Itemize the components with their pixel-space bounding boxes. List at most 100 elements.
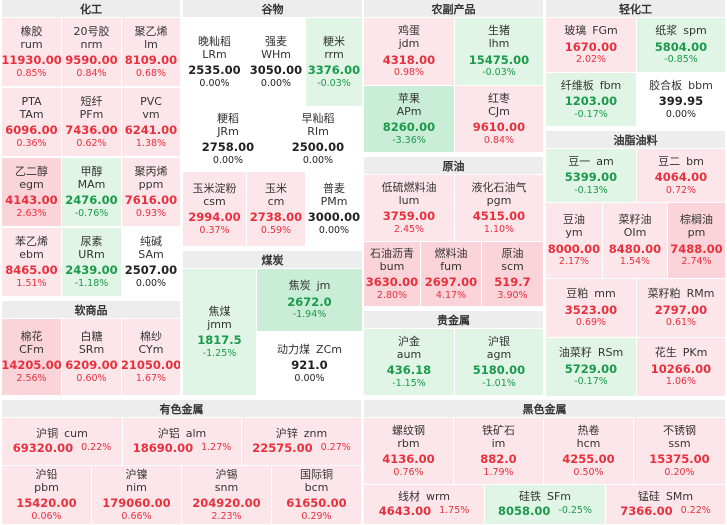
commodity-tile-SMm[interactable]: 锰硅 SMm 7366.00 0.22% xyxy=(606,485,725,524)
commodity-tile-nim[interactable]: 沪镍 nim 179060.00 0.66% xyxy=(92,466,181,524)
commodity-tile-znm[interactable]: 沪锌 znm 22575.00 0.27% xyxy=(242,418,361,465)
commodity-tile-mm[interactable]: 豆粕 mm 3523.00 0.69% xyxy=(546,279,636,337)
panel-oils: 油脂油料 豆一 am 5399.00 -0.13% 豆二 bm 4064.00 0.72% 豆油 y… xyxy=(546,131,725,396)
panel-chem: 化工 橡胶 rum 11930.00 0.85% 20号胶 nrm 9590.00 0.84% 聚… xyxy=(2,0,180,297)
commodity-tile-jm[interactable]: 焦炭 jm 2672.0 -1.94% xyxy=(257,269,362,331)
commodity-name: 胶合板 xyxy=(649,78,683,92)
commodity-tile-CFm[interactable]: 棉花 CFm 14205.00 2.56% xyxy=(2,319,61,395)
price-row: 18690.00 1.27% xyxy=(133,441,232,456)
commodity-tile-rum[interactable]: 橡胶 rum 11930.00 0.85% xyxy=(2,18,61,86)
commodity-tile-PMm[interactable]: 普麦 PMm 3000.00 0.00% xyxy=(306,172,362,246)
commodity-tile-hcm[interactable]: 热卷 hcm 4255.00 0.50% xyxy=(544,418,633,484)
name-code-row: 动力煤 ZCm xyxy=(277,343,342,356)
commodity-tile-SRm[interactable]: 白糖 SRm 6209.00 0.60% xyxy=(62,319,121,395)
change-percent: 2.56% xyxy=(16,372,47,384)
commodity-tile-WHm[interactable]: 强麦 WHm 3050.00 0.00% xyxy=(247,18,305,106)
commodity-code: OIm xyxy=(623,226,647,240)
commodity-tile-pm[interactable]: 棕榈油 pm 7488.00 2.74% xyxy=(668,203,725,278)
commodity-tile-rrm[interactable]: 粳米 rrm 3376.00 -0.03% xyxy=(306,18,362,106)
commodity-tile-RMm[interactable]: 菜籽粕 RMm 2797.00 0.61% xyxy=(637,279,725,337)
commodity-tile-SFm[interactable]: 硅铁 SFm 8058.00 -0.25% xyxy=(485,485,605,524)
commodity-code: im xyxy=(491,436,506,450)
commodity-tile-cm[interactable]: 玉米 cm 2738.00 0.59% xyxy=(247,172,305,246)
commodity-code: CFm xyxy=(19,342,44,356)
commodity-tile-OIm[interactable]: 菜籽油 OIm 8480.00 1.54% xyxy=(603,203,667,278)
commodity-tile-cum[interactable]: 沪铜 cum 69320.00 0.22% xyxy=(2,418,122,465)
commodity-tile-alm[interactable]: 沪铝 alm 18690.00 1.27% xyxy=(123,418,241,465)
commodity-tile-rbm[interactable]: 螺纹钢 rbm 4136.00 0.76% xyxy=(364,418,453,484)
last-price: 4318.00 xyxy=(382,52,436,67)
commodity-tile-am[interactable]: 豆一 am 5399.00 -0.13% xyxy=(546,149,636,202)
commodity-tile-wrm[interactable]: 线材 wrm 4643.00 1.75% xyxy=(364,485,484,524)
commodity-tile-fbm[interactable]: 纤维板 fbm 1203.00 -0.17% xyxy=(546,73,636,126)
last-price: 15420.00 xyxy=(16,496,77,511)
last-price: 3759.00 xyxy=(382,209,436,224)
commodity-name: 强麦 xyxy=(265,34,287,48)
change-percent: -1.94% xyxy=(292,309,327,321)
commodity-name: 棕榈油 xyxy=(680,213,713,227)
commodity-code: cm xyxy=(267,194,285,208)
commodity-tile-nrm[interactable]: 20号胶 nrm 9590.00 0.84% xyxy=(62,18,121,86)
commodity-name: 乙二醇 xyxy=(15,164,48,178)
commodity-code: lum xyxy=(398,193,420,207)
commodity-tile-spm[interactable]: 纸浆 spm 5804.00 -0.85% xyxy=(637,18,725,72)
commodity-tile-egm[interactable]: 乙二醇 egm 4143.00 2.63% xyxy=(2,158,61,226)
commodity-tile-CYm[interactable]: 棉纱 CYm 21050.00 1.67% xyxy=(122,319,180,395)
commodity-tile-JRm[interactable]: 粳稻 JRm 2758.00 0.00% xyxy=(183,107,273,171)
last-price: 6241.00 xyxy=(124,123,178,138)
commodity-name: 液化石油气 xyxy=(471,180,527,194)
commodity-code: PMm xyxy=(320,194,348,208)
commodity-tile-FGm[interactable]: 玻璃 FGm 1670.00 2.02% xyxy=(546,18,636,72)
commodity-tile-csm[interactable]: 玉米淀粉 csm 2994.00 0.37% xyxy=(183,172,246,246)
name-code-row: 锰硅 SMm xyxy=(638,490,693,503)
commodity-tile-lum[interactable]: 低硫燃料油 lum 3759.00 2.45% xyxy=(364,175,454,241)
commodity-tile-PFm[interactable]: 短纤 PFm 7436.00 0.62% xyxy=(62,88,121,156)
section-title: 原油 xyxy=(364,157,543,174)
commodity-tile-jdm[interactable]: 鸡蛋 jdm 4318.00 0.98% xyxy=(364,18,454,85)
commodity-tile-im[interactable]: 铁矿石 im 882.0 1.79% xyxy=(454,418,543,484)
commodity-tile-bcm[interactable]: 国际铜 bcm 61650.00 0.29% xyxy=(272,466,361,524)
commodity-tile-CJm[interactable]: 红枣 CJm 9610.00 0.84% xyxy=(455,86,543,152)
commodity-tile-RIm[interactable]: 早籼稻 RIm 2500.00 0.00% xyxy=(274,107,362,171)
commodity-tile-ssm[interactable]: 不锈钢 ssm 15375.00 0.20% xyxy=(634,418,725,484)
commodity-tile-ebm[interactable]: 苯乙烯 ebm 8465.00 1.51% xyxy=(2,228,61,296)
commodity-tile-ppm[interactable]: 聚丙烯 ppm 7616.00 0.93% xyxy=(122,158,180,226)
commodity-tile-fum[interactable]: 燃料油 fum 2697.00 4.17% xyxy=(421,242,481,306)
commodity-tile-PKm[interactable]: 花生 PKm 10266.00 1.06% xyxy=(637,338,725,396)
commodity-name: 玉米淀粉 xyxy=(192,181,237,195)
commodity-tile-vm[interactable]: PVC vm 6241.00 1.38% xyxy=(122,88,180,156)
commodity-tile-MAm[interactable]: 甲醇 MAm 2476.00 -0.76% xyxy=(62,158,121,226)
commodity-tile-bm[interactable]: 豆二 bm 4064.00 0.72% xyxy=(637,149,725,202)
commodity-tile-TAm[interactable]: PTA TAm 6096.00 0.36% xyxy=(2,88,61,156)
commodity-tile-pgm[interactable]: 液化石油气 pgm 4515.00 1.10% xyxy=(455,175,543,241)
section-title: 软商品 xyxy=(2,301,180,318)
section-title: 谷物 xyxy=(183,0,362,17)
commodity-tile-LRm[interactable]: 晚籼稻 LRm 2535.00 0.00% xyxy=(183,18,246,106)
commodity-tile-pbm[interactable]: 沪铅 pbm 15420.00 0.06% xyxy=(2,466,91,524)
change-percent: 1.06% xyxy=(665,376,697,388)
last-price: 15475.00 xyxy=(468,52,530,67)
commodity-tile-jmm[interactable]: 焦煤 jmm 1817.5 -1.25% xyxy=(183,269,256,395)
commodity-name: 焦煤 xyxy=(208,304,231,318)
commodity-tile-ZCm[interactable]: 动力煤 ZCm 921.0 0.00% xyxy=(257,332,362,395)
commodity-tile-RSm[interactable]: 油菜籽 RSm 5729.00 -0.17% xyxy=(546,338,636,396)
commodity-tile-lhm[interactable]: 生猪 lhm 15475.00 -0.03% xyxy=(455,18,543,85)
commodity-name: 低硫燃料油 xyxy=(381,180,437,194)
commodity-tile-agm[interactable]: 沪银 agm 5180.00 -1.01% xyxy=(455,329,543,395)
commodity-tile-bum[interactable]: 石油沥青 bum 3630.00 2.80% xyxy=(364,242,420,306)
last-price: 9590.00 xyxy=(65,53,118,68)
commodity-tile-lm[interactable]: 聚乙烯 lm 8109.00 0.68% xyxy=(122,18,180,86)
commodity-tile-SAm[interactable]: 纯碱 SAm 2507.00 0.00% xyxy=(122,228,180,296)
commodity-name: 纤维板 xyxy=(560,78,594,92)
change-percent: 1.38% xyxy=(135,137,167,149)
commodity-tile-APm[interactable]: 苹果 APm 8260.00 -3.36% xyxy=(364,86,454,152)
commodity-tile-snm[interactable]: 沪锡 snm 204920.00 2.23% xyxy=(182,466,271,524)
commodity-tile-scm[interactable]: 原油 scm 519.7 3.90% xyxy=(482,242,543,306)
panel-coal: 煤炭 焦煤 jmm 1817.5 -1.25% 焦炭 jm 2672.0 -1.94% 动力煤 ZC… xyxy=(183,251,362,396)
commodity-tile-bbm[interactable]: 胶合板 bbm 399.95 0.00% xyxy=(637,73,725,126)
commodity-tile-URm[interactable]: 尿素 URm 2439.00 -1.18% xyxy=(62,228,121,296)
change-percent: 0.00% xyxy=(665,108,697,120)
commodity-tile-ym[interactable]: 豆油 ym 8000.00 2.17% xyxy=(546,203,602,278)
commodity-name: 橡胶 xyxy=(20,24,43,38)
commodity-tile-aum[interactable]: 沪金 aum 436.18 -1.15% xyxy=(364,329,454,395)
